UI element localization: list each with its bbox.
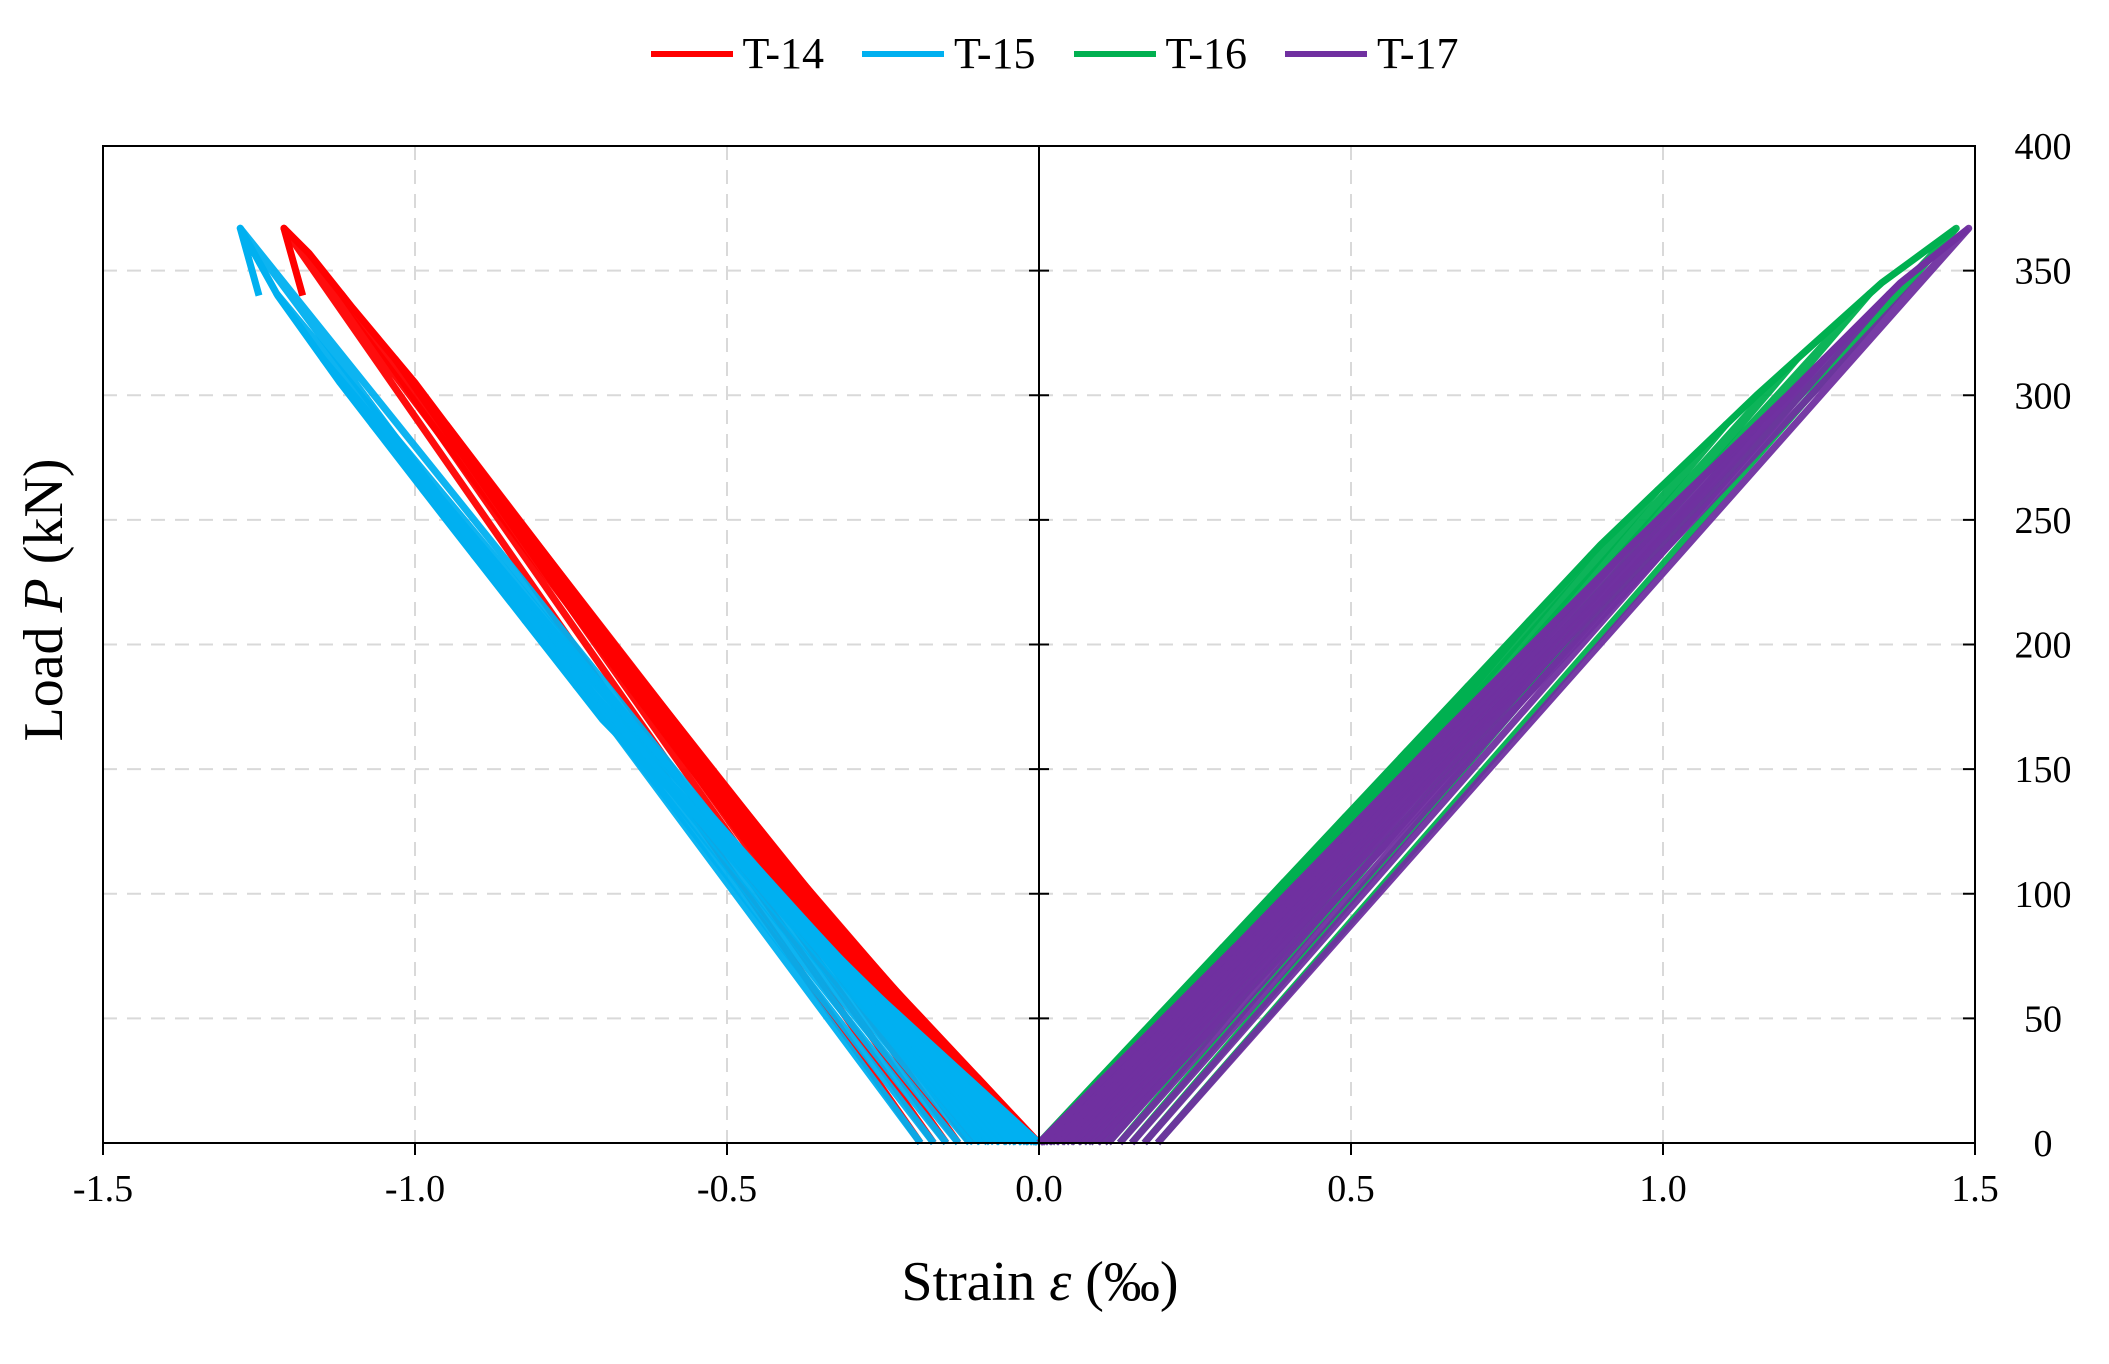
y-tick-label: 400 xyxy=(2015,126,2072,168)
x-tick-label: 0.0 xyxy=(1015,1168,1063,1210)
series-T-17-loop xyxy=(1074,486,1693,1146)
series-layer xyxy=(236,224,1973,1146)
legend-item-t15[interactable]: T-15 xyxy=(862,28,1036,79)
tick-labels: -1.5 -1.0 -0.5 0.0 0.5 1.0 1.5 0 50 100 150 200 250 3… xyxy=(73,126,2072,1210)
series-T-17-loop xyxy=(1094,290,1894,1146)
legend-label-t16: T-16 xyxy=(1165,29,1248,78)
x-tick-label: 1.5 xyxy=(1951,1168,1999,1210)
legend-item-t16[interactable]: T-16 xyxy=(1073,28,1248,79)
series-T-15-loop xyxy=(236,224,977,1146)
legend-label-t15: T-15 xyxy=(954,29,1036,78)
legend-label-t14: T-14 xyxy=(742,29,825,78)
y-tick-label: 0 xyxy=(2034,1123,2053,1165)
legend: T-14 T-15 T-16 T-17 xyxy=(0,28,2109,79)
y-tick-label: 150 xyxy=(2015,749,2072,791)
legend-item-t17[interactable]: T-17 xyxy=(1285,28,1459,79)
y-tick-label: 250 xyxy=(2015,500,2072,542)
legend-label-t17: T-17 xyxy=(1377,29,1459,78)
series-T-17-loop xyxy=(1068,551,1626,1146)
x-tick-label: -1.5 xyxy=(73,1168,133,1210)
legend-swatch-t15 xyxy=(862,50,944,57)
y-tick-label: 50 xyxy=(2024,998,2062,1040)
x-tick-label: 0.5 xyxy=(1327,1168,1375,1210)
series-T-17-loop xyxy=(1101,224,1973,1146)
legend-swatch-t14 xyxy=(650,50,733,57)
y-tick-label: 200 xyxy=(2015,625,2072,667)
y-tick-label: 100 xyxy=(2015,874,2072,916)
series-T-16-envelope xyxy=(1036,225,1959,1146)
y-tick-label: 300 xyxy=(2015,375,2072,417)
x-tick-label: -0.5 xyxy=(697,1168,757,1210)
y-axis-label: Load P (kN) xyxy=(13,458,75,742)
x-tick-label: 1.0 xyxy=(1639,1168,1687,1210)
series-T-17-loop xyxy=(1087,355,1828,1146)
legend-swatch-t16 xyxy=(1073,50,1156,57)
legend-item-t14[interactable]: T-14 xyxy=(650,28,825,79)
axes xyxy=(102,145,1976,1155)
series-T-14-envelope xyxy=(280,224,1042,1146)
series-T-15-envelope xyxy=(236,224,1042,1146)
x-tick-label: -1.0 xyxy=(385,1168,445,1210)
series-T-17-envelope xyxy=(1036,225,1971,1146)
x-axis-label: Strain ε (‰) xyxy=(901,1251,1179,1313)
legend-swatch-t17 xyxy=(1285,50,1367,57)
series-T-17-loop xyxy=(1080,420,1762,1146)
y-tick-label: 350 xyxy=(2015,251,2072,293)
